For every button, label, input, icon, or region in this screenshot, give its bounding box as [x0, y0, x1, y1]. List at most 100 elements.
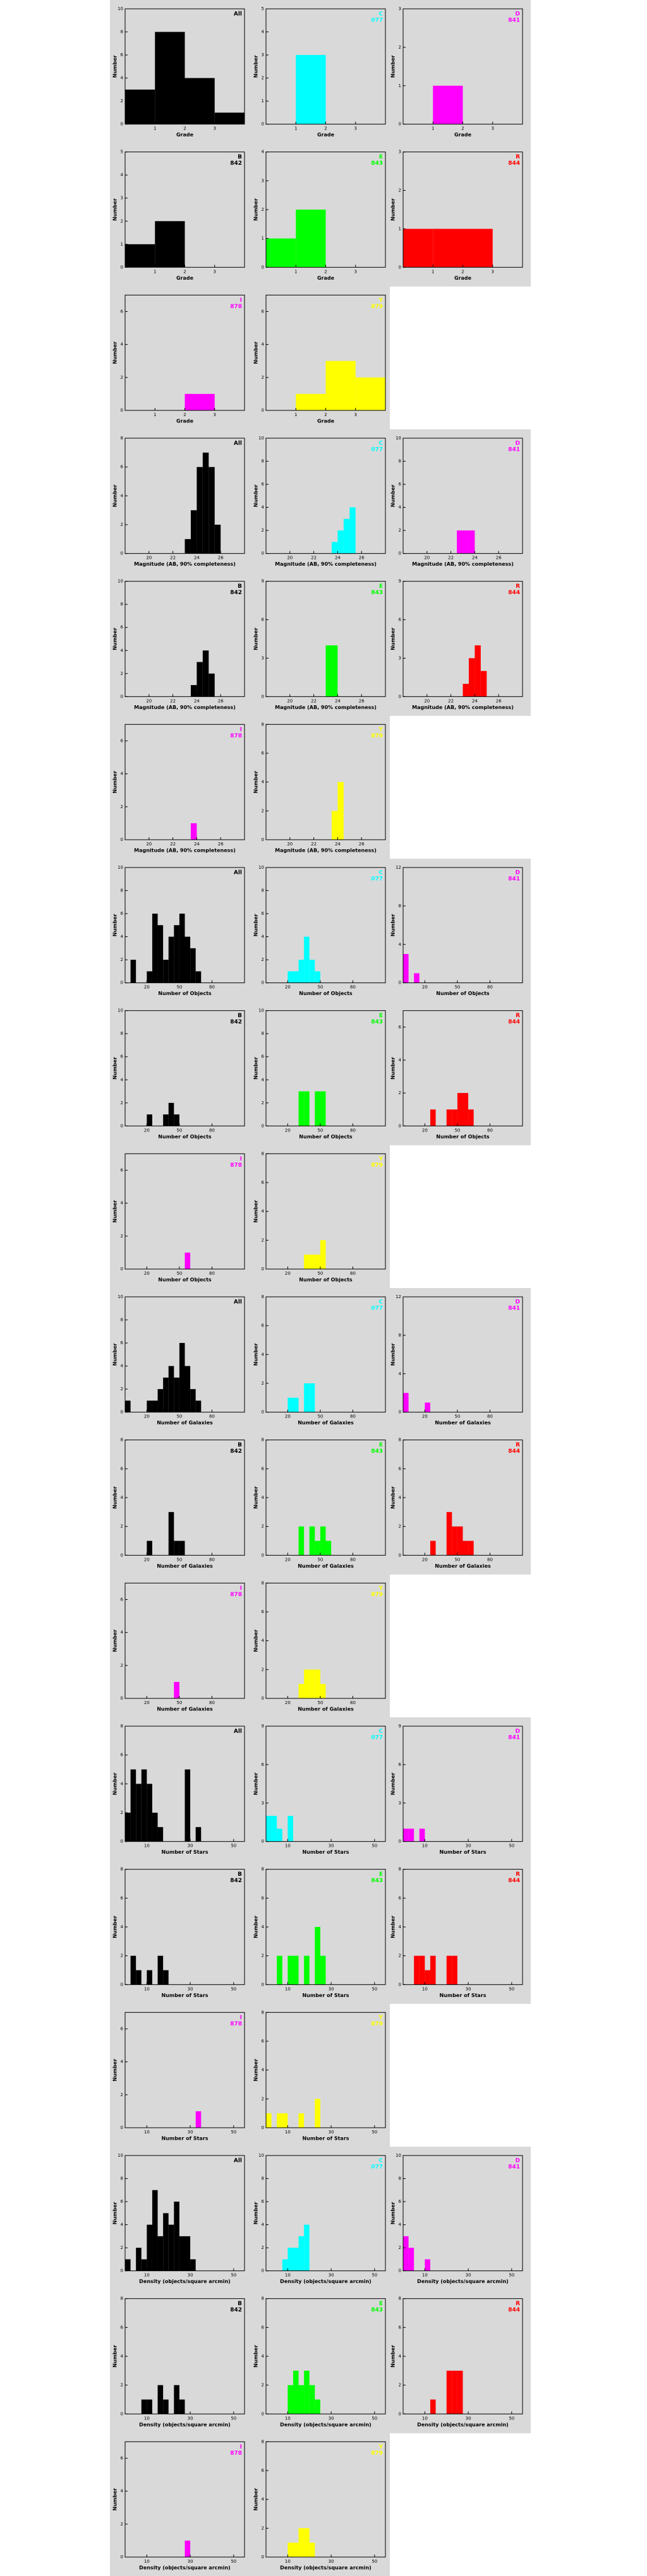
- bar: [452, 1526, 457, 1556]
- x-tick-label: 22: [311, 556, 317, 561]
- x-tick-label: 3: [214, 412, 216, 417]
- panel-label: R: [516, 154, 520, 160]
- bar: [315, 2399, 320, 2414]
- panel-row-background: [110, 1717, 531, 1861]
- panel-row-background: [110, 715, 390, 859]
- y-tick-label: 2: [262, 1100, 264, 1106]
- x-tick-label: 3: [492, 269, 494, 274]
- y-axis-label: Number: [390, 914, 396, 936]
- y-tick-label: 8: [121, 1318, 123, 1323]
- bar: [179, 2399, 185, 2414]
- bar: [287, 2543, 293, 2557]
- panel-label: All: [234, 870, 242, 876]
- y-axis-label: Number: [390, 198, 396, 221]
- panel-label: B: [238, 2301, 242, 2307]
- x-tick-label: 80: [487, 1557, 493, 1562]
- panel-label: 878: [230, 1162, 242, 1169]
- x-axis-label: Grade: [176, 419, 194, 424]
- bar: [446, 2370, 452, 2414]
- panel-label: B: [238, 1871, 242, 1878]
- x-tick-label: 80: [209, 1557, 215, 1562]
- bar: [190, 948, 196, 983]
- bar: [147, 1541, 152, 1556]
- y-tick-label: 2: [262, 2096, 264, 2101]
- y-axis-label: Number: [253, 2345, 259, 2368]
- panel-label: Y: [378, 2444, 383, 2450]
- bar: [403, 2236, 409, 2271]
- y-tick-label: 2: [121, 1663, 123, 1668]
- bar: [315, 1927, 320, 1985]
- y-tick-label: 8: [121, 1867, 123, 1872]
- y-tick-label: 4: [262, 1077, 265, 1082]
- panel-label: 077: [371, 18, 383, 24]
- panel-label: Y: [378, 1156, 383, 1162]
- y-tick-label: 6: [399, 1025, 402, 1030]
- plot-frame: [124, 2155, 245, 2272]
- y-tick-label: 9: [399, 1724, 401, 1729]
- bar: [174, 2385, 179, 2414]
- y-tick-label: 0: [121, 265, 123, 270]
- x-tick-label: 20: [422, 985, 428, 990]
- bar: [468, 1541, 474, 1556]
- y-tick-label: 0: [262, 1839, 264, 1844]
- x-axis-label: Number of Stars: [161, 1993, 208, 1998]
- x-tick-label: 26: [496, 556, 502, 561]
- panel-label: 844: [508, 1448, 520, 1455]
- x-tick-label: 20: [287, 698, 293, 703]
- x-tick-label: 80: [350, 985, 356, 990]
- y-tick-label: 2: [262, 808, 264, 813]
- panel-label: D: [516, 2158, 520, 2164]
- x-tick-label: 20: [146, 556, 152, 561]
- y-tick-label: 4: [121, 1077, 124, 1082]
- bar: [304, 936, 310, 983]
- y-axis-label: Number: [390, 1057, 396, 1080]
- bar: [403, 954, 409, 983]
- bar: [298, 2113, 305, 2128]
- x-tick-label: 10: [144, 2130, 150, 2135]
- x-tick-label: 10: [422, 2273, 428, 2278]
- x-tick-label: 50: [317, 1414, 323, 1419]
- y-tick-label: 4: [399, 505, 402, 510]
- bar: [463, 530, 469, 554]
- panel-label: B: [238, 583, 242, 590]
- y-tick-label: 0: [121, 1839, 123, 1844]
- y-tick-label: 1: [262, 98, 264, 104]
- y-tick-label: 4: [399, 1495, 402, 1500]
- y-tick-label: 4: [121, 1924, 124, 1929]
- x-tick-label: 24: [335, 556, 341, 561]
- bar: [293, 2248, 299, 2271]
- plot-frame: [402, 2155, 523, 2272]
- panel-label: C: [378, 1299, 383, 1306]
- y-tick-label: 2: [262, 1381, 264, 1386]
- panel-label: 879: [371, 733, 383, 739]
- x-tick-label: 2: [461, 126, 464, 131]
- panel-label: 842: [230, 1019, 242, 1025]
- bar: [304, 1383, 310, 1412]
- y-tick-label: 2: [121, 804, 123, 809]
- y-axis-label: Number: [112, 2488, 118, 2511]
- y-axis-label: Number: [112, 1343, 118, 1366]
- y-tick-label: 0: [262, 1410, 264, 1415]
- bar: [298, 1091, 305, 1126]
- y-tick-label: 4: [121, 2489, 124, 2494]
- x-tick-label: 30: [188, 2130, 193, 2135]
- y-tick-label: 5: [262, 6, 264, 11]
- panel-label: 844: [508, 160, 520, 167]
- y-tick-label: 3: [262, 655, 264, 660]
- y-tick-label: 8: [399, 459, 401, 464]
- x-tick-label: 22: [311, 842, 317, 847]
- panel-label: 879: [371, 1592, 383, 1598]
- x-tick-label: 50: [372, 2273, 377, 2278]
- y-tick-label: 8: [399, 903, 401, 909]
- x-axis-label: Number of Objects: [158, 1134, 212, 1140]
- y-tick-label: 6: [121, 1054, 124, 1059]
- y-tick-label: 0: [262, 2411, 264, 2416]
- x-tick-label: 20: [144, 985, 150, 990]
- x-tick-label: 80: [209, 985, 215, 990]
- bar: [287, 1955, 293, 1985]
- bar: [174, 1114, 179, 1126]
- bar: [168, 2224, 174, 2271]
- x-tick-label: 80: [350, 1128, 356, 1133]
- bar: [320, 1955, 326, 1985]
- bar: [174, 1377, 179, 1412]
